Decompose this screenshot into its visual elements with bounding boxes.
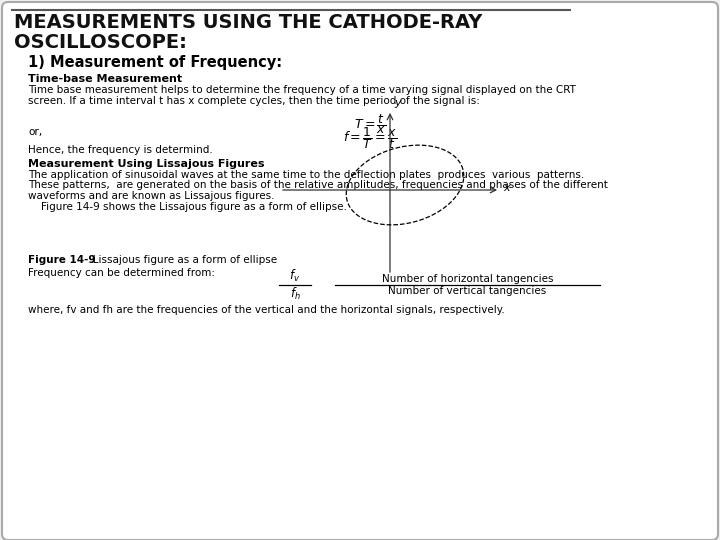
Text: The application of sinusoidal waves at the same time to the deflection plates  p: The application of sinusoidal waves at t… — [28, 170, 584, 180]
Text: y: y — [394, 98, 400, 108]
Text: $T = \dfrac{t}{x}$: $T = \dfrac{t}{x}$ — [354, 112, 386, 136]
Text: 1) Measurement of Frequency:: 1) Measurement of Frequency: — [28, 55, 282, 70]
Text: waveforms and are known as Lissajous figures.: waveforms and are known as Lissajous fig… — [28, 191, 274, 201]
Text: Number of horizontal tangencies: Number of horizontal tangencies — [382, 274, 553, 284]
Text: Time-base Measurement: Time-base Measurement — [28, 74, 182, 84]
Text: Frequency can be determined from:: Frequency can be determined from: — [28, 268, 215, 278]
Text: Figure 14-9 shows the Lissajous figure as a form of ellipse.: Figure 14-9 shows the Lissajous figure a… — [28, 201, 347, 212]
Text: These patterns,  are generated on the basis of the relative amplitudes, frequenc: These patterns, are generated on the bas… — [28, 180, 608, 191]
Text: OSCILLOSCOPE:: OSCILLOSCOPE: — [14, 33, 187, 52]
Text: $f = \dfrac{1}{T} = \dfrac{x}{t}$: $f = \dfrac{1}{T} = \dfrac{x}{t}$ — [343, 125, 397, 151]
Text: Time base measurement helps to determine the frequency of a time varying signal : Time base measurement helps to determine… — [28, 85, 576, 95]
Text: where, fv and fh are the frequencies of the vertical and the horizontal signals,: where, fv and fh are the frequencies of … — [28, 305, 505, 315]
Text: $f_h$: $f_h$ — [289, 286, 300, 302]
Text: MEASUREMENTS USING THE CATHODE-RAY: MEASUREMENTS USING THE CATHODE-RAY — [14, 13, 482, 32]
Text: Figure 14-9: Figure 14-9 — [28, 255, 96, 265]
Text: Number of vertical tangencies: Number of vertical tangencies — [388, 286, 546, 296]
Text: Measurement Using Lissajous Figures: Measurement Using Lissajous Figures — [28, 159, 264, 169]
Text: or,: or, — [28, 127, 42, 137]
Text: screen. If a time interval t has x complete cycles, then the time period of the : screen. If a time interval t has x compl… — [28, 96, 480, 105]
Text: Lissajous figure as a form of ellipse: Lissajous figure as a form of ellipse — [83, 255, 277, 265]
Text: Hence, the frequency is determind.: Hence, the frequency is determind. — [28, 145, 212, 155]
Text: x: x — [503, 183, 510, 193]
Text: $f_v$: $f_v$ — [289, 268, 300, 284]
